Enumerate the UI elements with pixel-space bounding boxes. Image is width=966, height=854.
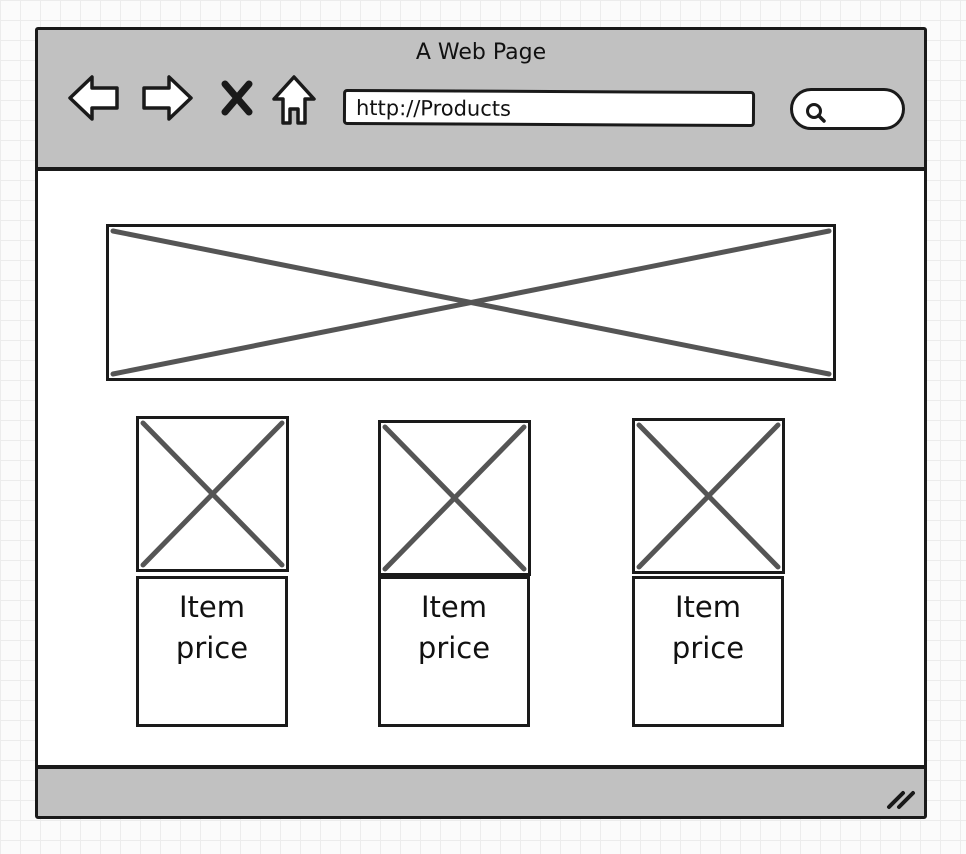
forward-arrow-icon[interactable] (139, 72, 195, 128)
image-placeholder-icon (110, 228, 832, 377)
product-image-placeholder[interactable] (378, 420, 531, 576)
search-input[interactable] (790, 88, 905, 130)
browser-window: A Web Page http://Products (35, 27, 927, 819)
product-image-placeholder[interactable] (632, 418, 785, 574)
product-card[interactable]: Item price (632, 576, 784, 727)
image-placeholder-icon (636, 422, 781, 570)
image-placeholder-icon (140, 420, 285, 568)
search-icon (806, 103, 826, 123)
product-card[interactable]: Item price (136, 576, 288, 727)
address-bar[interactable]: http://Products (342, 88, 756, 128)
window-title: A Web Page (415, 40, 547, 65)
browser-toolbar: A Web Page http://Products (38, 30, 924, 171)
product-card[interactable]: Item price (378, 576, 530, 727)
product-price: price (417, 631, 491, 665)
product-image-placeholder[interactable] (136, 416, 289, 572)
product-price: price (671, 631, 745, 665)
product-price: price (175, 631, 249, 665)
product-name: Item (674, 590, 741, 624)
image-placeholder-icon (382, 424, 527, 572)
resize-grip-icon[interactable] (886, 784, 918, 810)
product-name: Item (420, 590, 487, 624)
close-icon[interactable] (220, 80, 254, 120)
status-bar (38, 765, 924, 816)
product-name: Item (178, 590, 245, 624)
back-arrow-icon[interactable] (66, 72, 122, 128)
hero-image-placeholder (106, 224, 836, 381)
home-icon[interactable] (270, 73, 318, 133)
